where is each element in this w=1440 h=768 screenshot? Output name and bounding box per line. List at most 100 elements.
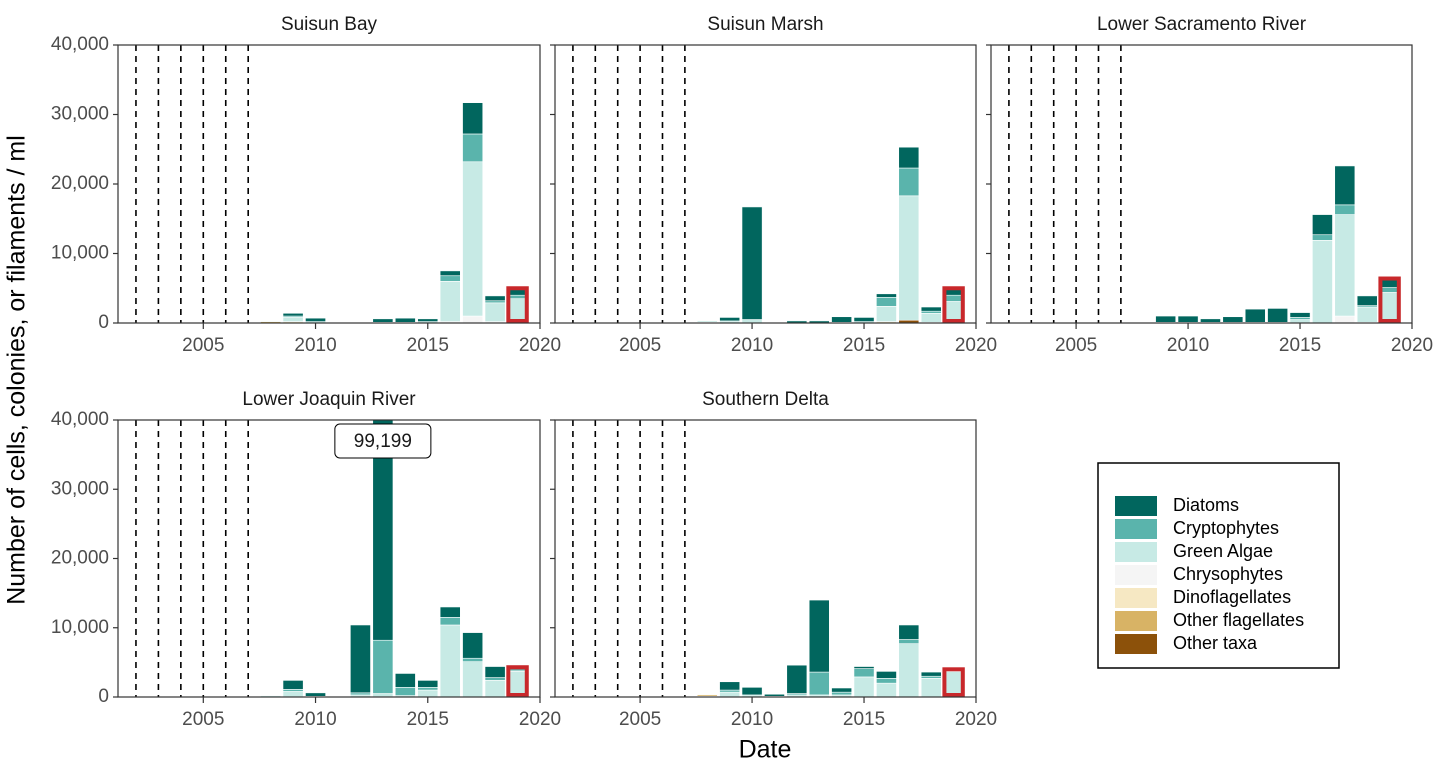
bar-segment [462, 661, 484, 697]
bar-segment [439, 624, 461, 697]
panel-title: Lower Joaquin River [242, 389, 416, 410]
x-tick-label: 2020 [519, 709, 561, 730]
bar-segment [439, 617, 461, 626]
bar-segment [507, 294, 528, 299]
bar-segment [898, 643, 920, 697]
panel-title: Suisun Bay [281, 14, 378, 35]
bar-segment [719, 681, 741, 691]
bar-segment [808, 671, 830, 696]
bar-segment [350, 624, 371, 694]
bar-segment [372, 639, 394, 694]
bar-segment [1312, 214, 1333, 236]
bar-segment [1200, 318, 1221, 323]
legend-label: Other taxa [1173, 633, 1258, 653]
bar-segment [484, 666, 506, 678]
bar-segment [439, 606, 461, 618]
legend-label: Chrysophytes [1173, 564, 1283, 584]
bar-segment [1334, 315, 1356, 323]
bar-segment [1356, 306, 1378, 323]
legend-label: Other flagellates [1173, 610, 1304, 630]
bar-segment [831, 691, 853, 696]
bar-segment [853, 666, 875, 669]
bar-segment [1244, 308, 1266, 323]
bar-segment [741, 206, 763, 320]
y-tick-label: 20,000 [51, 173, 109, 194]
legend-key [1115, 519, 1157, 539]
bar-segment [1334, 204, 1356, 215]
bar-segment [462, 315, 484, 323]
bar-segment [372, 318, 394, 323]
bar-segment [417, 680, 439, 688]
bar-segment [282, 689, 304, 692]
x-tick-label: 2010 [294, 709, 336, 730]
bar-segment [920, 310, 942, 314]
x-tick-label: 2010 [294, 335, 336, 356]
legend-label: Dinoflagellates [1173, 587, 1291, 607]
x-tick-label: 2020 [1391, 335, 1433, 356]
bar-segment [808, 320, 830, 323]
bar-segment [1177, 315, 1199, 323]
x-tick-label: 2020 [955, 335, 997, 356]
plot-area [572, 420, 965, 697]
bar-segment [898, 146, 920, 169]
x-tick-label: 2010 [731, 335, 773, 356]
bar-segment [462, 632, 484, 659]
x-axis-label: Date [739, 736, 792, 764]
bar-segment [786, 320, 808, 323]
bar-segment [853, 676, 875, 697]
plot-area [135, 45, 529, 323]
plot-area [572, 45, 965, 323]
x-tick-label: 2005 [182, 335, 224, 356]
legend-label: Green Algae [1173, 541, 1273, 561]
plot-area [135, 420, 529, 697]
bar-segment [1289, 312, 1311, 318]
legend-label: Diatoms [1173, 495, 1239, 515]
highlight-box [506, 286, 529, 323]
bar-segment [1356, 295, 1378, 306]
bar-segment [1155, 315, 1177, 323]
bar-segment [741, 687, 763, 696]
bar-segment [876, 678, 897, 684]
bar-segment [1267, 308, 1289, 323]
bar-segment [394, 673, 416, 688]
bar-segment [920, 675, 942, 679]
highlight-box [942, 286, 965, 323]
legend-key [1115, 542, 1157, 562]
legend-key [1115, 496, 1157, 516]
bar-segment [853, 668, 875, 678]
x-tick-label: 2015 [407, 335, 449, 356]
bar-segment [462, 657, 484, 662]
annotation-label: 99,199 [354, 431, 412, 452]
bar-segment [943, 294, 964, 302]
y-tick-label: 0 [98, 686, 109, 707]
bar-segment [439, 275, 461, 282]
bar-segment [462, 133, 484, 163]
x-tick-label: 2010 [1167, 335, 1209, 356]
bar-segment [282, 680, 304, 690]
bar-segment [282, 691, 304, 697]
x-tick-label: 2015 [843, 709, 885, 730]
x-tick-label: 2005 [182, 709, 224, 730]
bar-segment [1379, 292, 1400, 322]
bar-segment [920, 678, 942, 697]
bar-segment [831, 687, 853, 693]
y-tick-label: 10,000 [51, 617, 109, 638]
bar-segment [876, 682, 897, 697]
bar-segment [1334, 165, 1356, 206]
plot-area [1008, 45, 1401, 323]
y-axis-label: Number of cells, colonies, or filaments … [3, 135, 31, 605]
bar-segment [394, 687, 416, 696]
bar-segment [394, 317, 416, 323]
panel-title: Lower Sacramento River [1097, 14, 1307, 35]
x-tick-label: 2015 [407, 709, 449, 730]
bar-segment [876, 296, 897, 307]
bar-segment [305, 692, 326, 697]
bar-segment [484, 295, 506, 302]
bar-segment [1312, 234, 1333, 241]
bar-segment [484, 677, 506, 681]
x-tick-label: 2020 [955, 709, 997, 730]
panel-title: Suisun Marsh [707, 14, 823, 35]
x-tick-label: 2020 [519, 335, 561, 356]
bar-segment [282, 312, 304, 317]
